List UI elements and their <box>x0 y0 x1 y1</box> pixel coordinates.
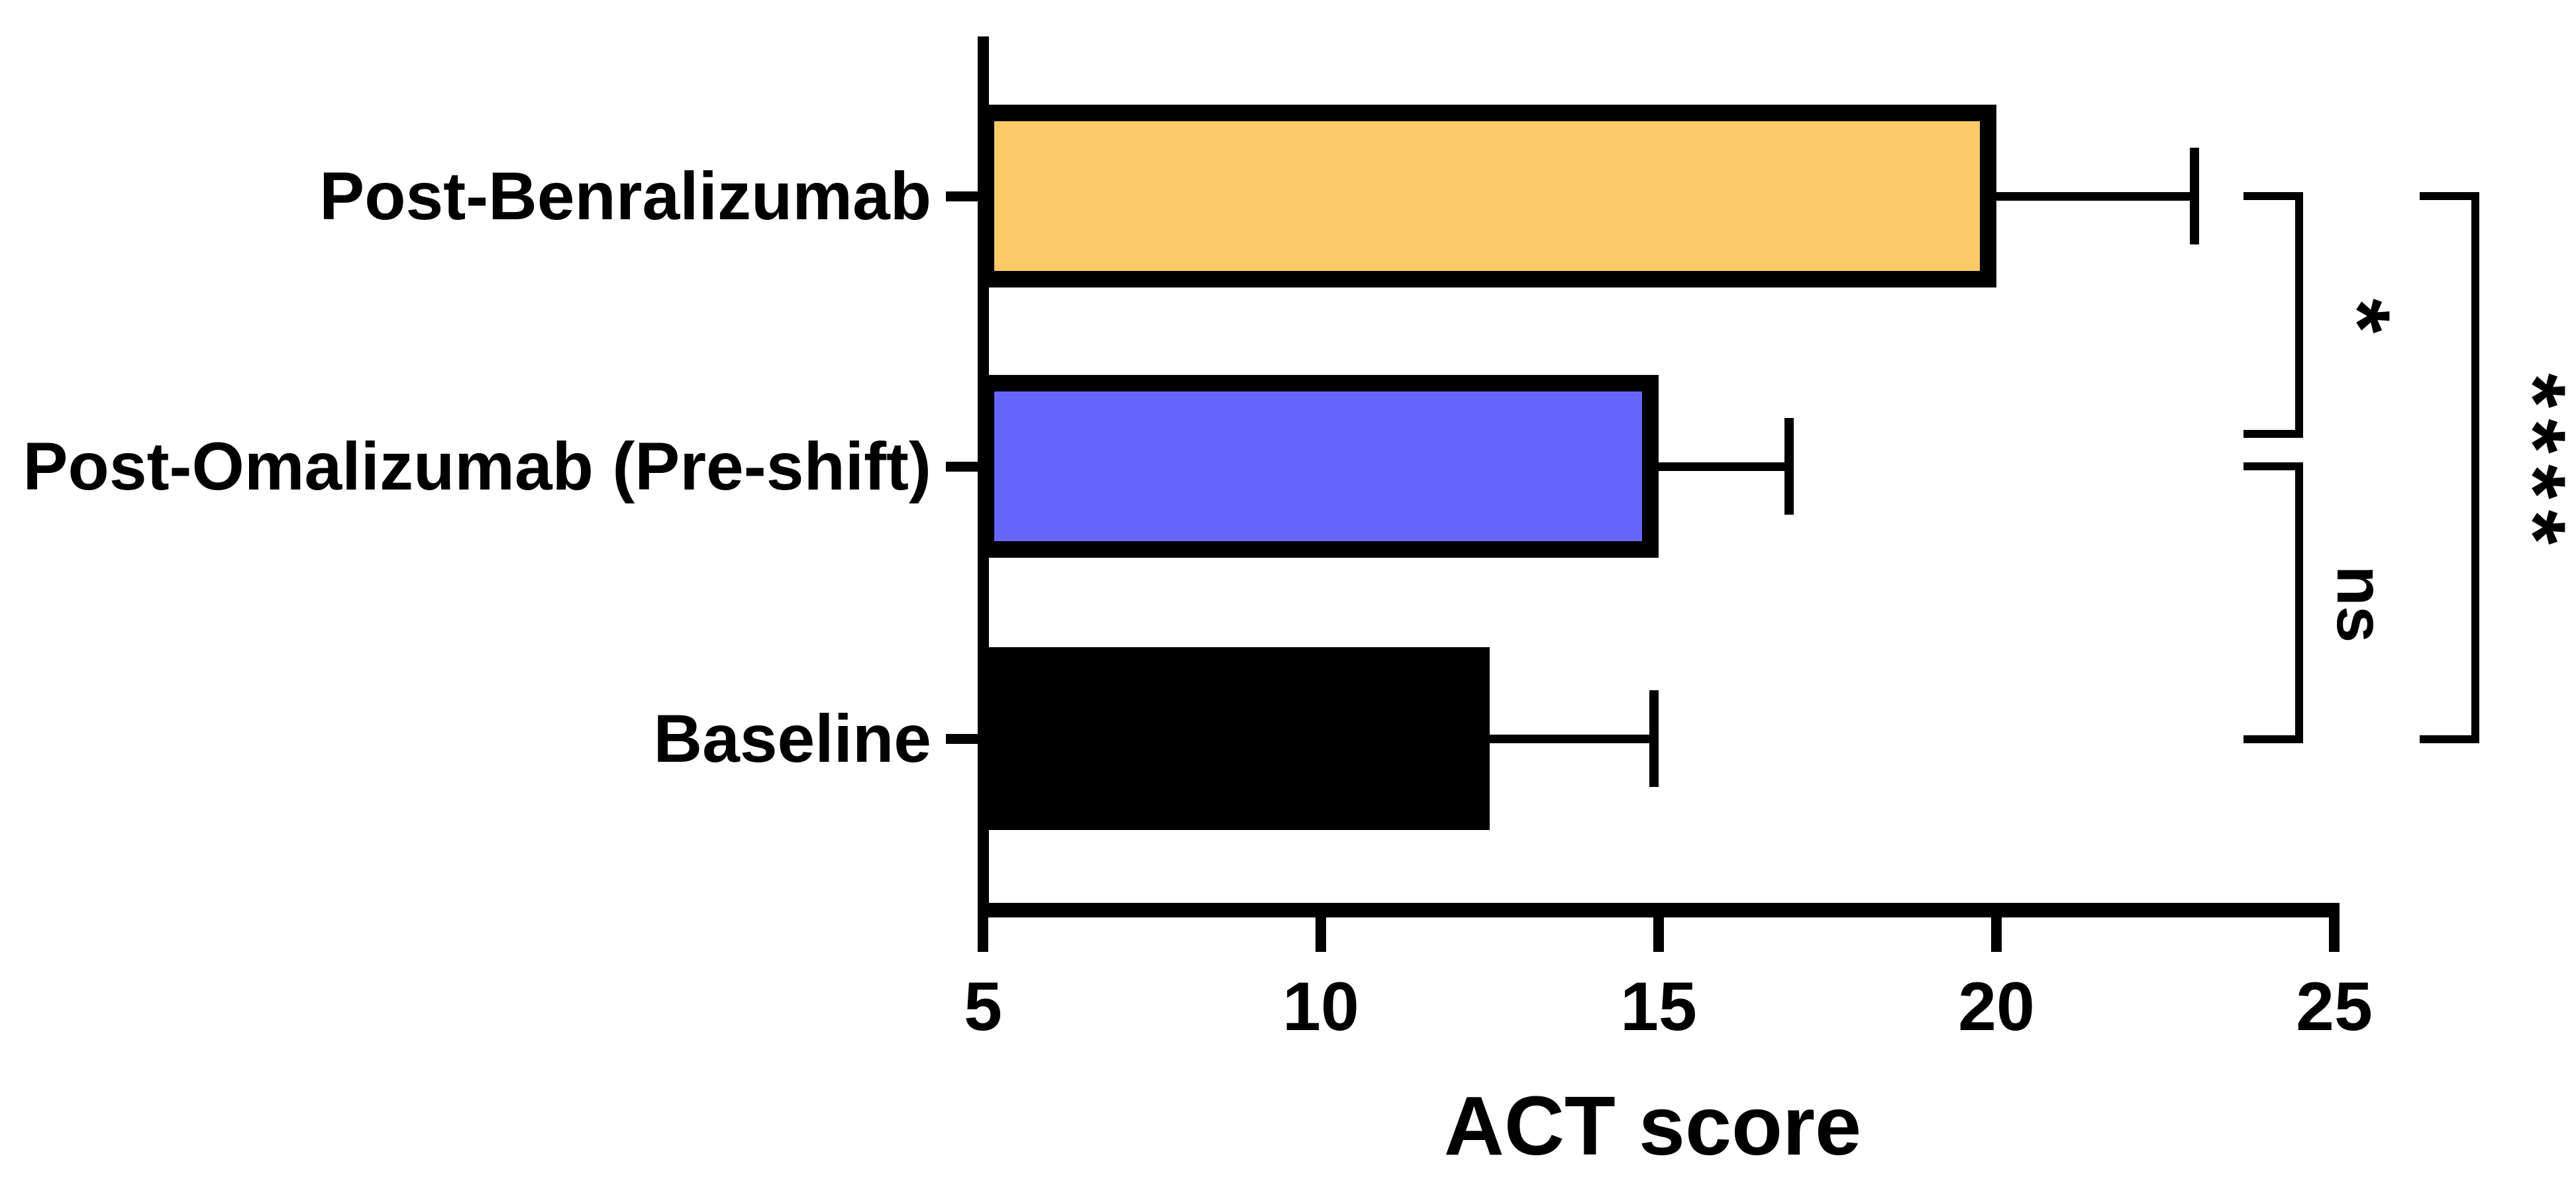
bar-0 <box>978 105 1996 287</box>
x-tick-4 <box>2329 917 2340 952</box>
significance-label-0: * <box>2308 298 2409 334</box>
error-bar-cap-1 <box>1784 418 1794 515</box>
bar-1 <box>978 375 1659 558</box>
significance-bracket-0 <box>2243 192 2303 438</box>
significance-bracket-1 <box>2243 462 2303 743</box>
x-tick-label-3: 20 <box>1958 968 2035 1045</box>
error-bar-line-0 <box>1996 191 2199 201</box>
x-tick-2 <box>1653 917 1664 952</box>
x-tick-3 <box>1991 917 2002 952</box>
significance-bracket-2 <box>2420 192 2479 743</box>
error-bar-cap-0 <box>2190 148 2199 244</box>
error-bar-cap-2 <box>1649 690 1659 787</box>
x-axis-title: ACT score <box>1443 1079 1862 1172</box>
x-axis-line <box>978 903 2340 917</box>
significance-label-2: **** <box>2484 373 2576 556</box>
x-tick-label-2: 15 <box>1620 968 1697 1045</box>
category-tick-0 <box>946 191 978 201</box>
category-tick-1 <box>946 461 978 472</box>
category-label-2: Baseline <box>653 700 931 776</box>
x-tick-label-4: 25 <box>2296 968 2373 1045</box>
x-tick-1 <box>1315 917 1326 952</box>
error-bar-line-1 <box>1659 462 1794 471</box>
x-tick-0 <box>978 917 988 952</box>
significance-label-1: ns <box>2323 565 2397 643</box>
x-tick-label-1: 10 <box>1282 968 1359 1045</box>
x-tick-label-0: 5 <box>964 968 1002 1045</box>
category-label-1: Post-Omalizumab (Pre-shift) <box>23 428 931 504</box>
category-label-0: Post-Benralizumab <box>319 158 931 234</box>
bar-2 <box>978 647 1490 830</box>
category-tick-2 <box>946 733 978 744</box>
error-bar-line-2 <box>1490 734 1659 743</box>
